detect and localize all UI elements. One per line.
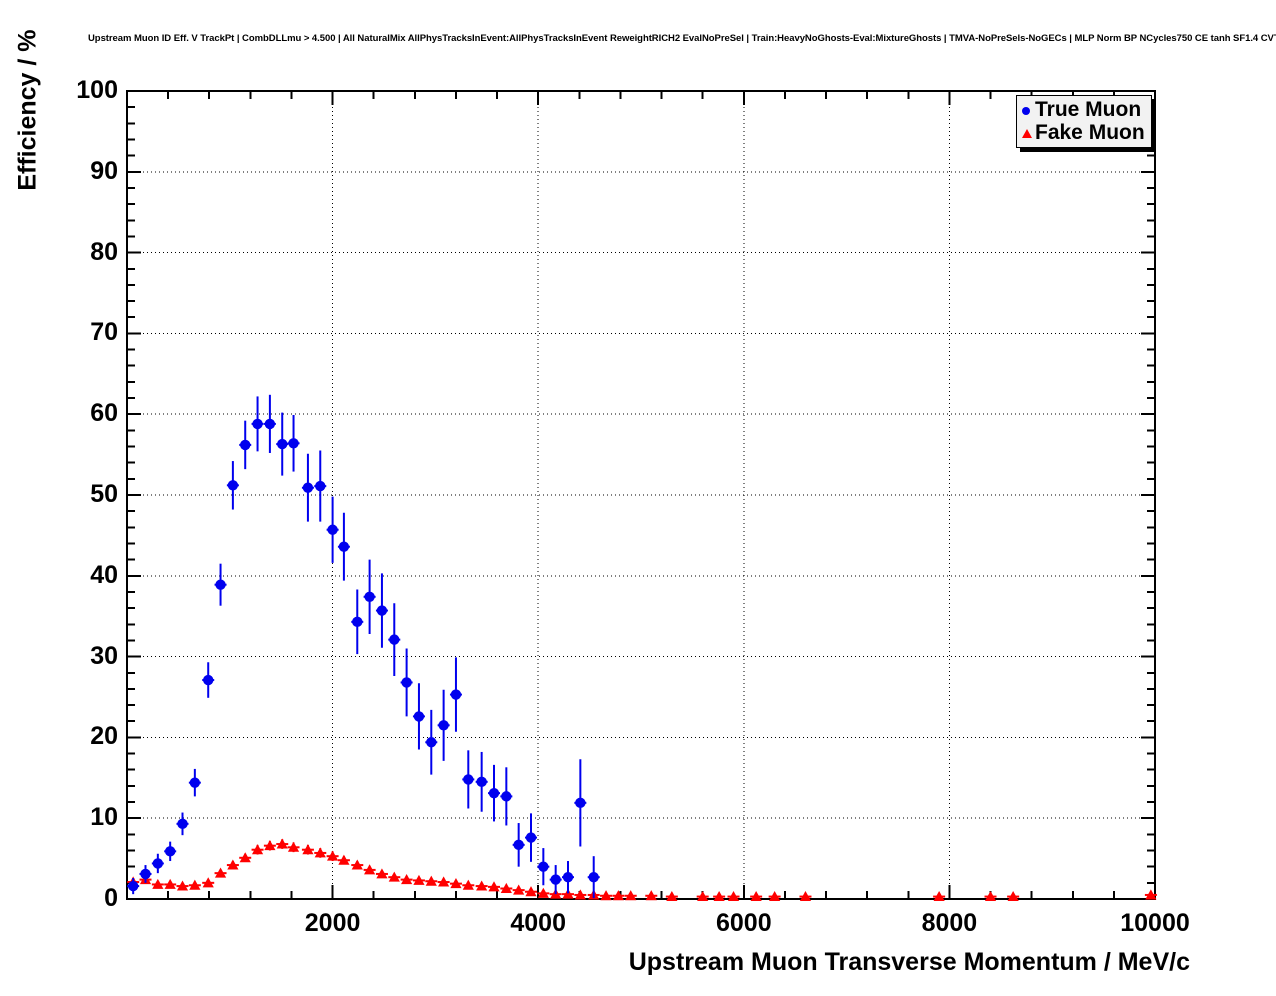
plot-title: Upstream Muon ID Eff. V TrackPt | CombDL…: [88, 33, 1276, 44]
y-axis-title: Efficiency / %: [13, 29, 42, 191]
x-tick-label: 6000: [715, 909, 772, 937]
legend-label-true-muon: True Muon: [1035, 98, 1142, 121]
red-triangle-marker-icon: [1020, 123, 1035, 143]
x-axis-title: Upstream Muon Transverse Momentum / MeV/…: [628, 948, 1190, 976]
y-tick-label: 20: [90, 722, 118, 751]
y-tick-label: 50: [90, 480, 118, 508]
y-tick-label: 0: [104, 884, 118, 912]
x-tick-label: 4000: [510, 909, 566, 937]
legend: True Muon Fake Muon: [1016, 95, 1152, 148]
x-tick-label: 2000: [304, 909, 361, 937]
y-tick-label: 90: [90, 156, 118, 185]
grid-lines: [127, 91, 1155, 899]
legend-label-fake-muon: Fake Muon: [1035, 121, 1145, 144]
y-tick-label: 80: [90, 237, 118, 266]
y-tick-label: 10: [90, 803, 118, 832]
y-tick-label: 70: [90, 318, 118, 347]
x-tick-label: 10000: [1120, 909, 1190, 937]
legend-entry-fake-muon: Fake Muon: [1020, 121, 1148, 144]
legend-entry-true-muon: True Muon: [1020, 98, 1148, 121]
y-tick-label: 100: [76, 76, 118, 104]
x-tick-label: 8000: [921, 909, 978, 937]
y-axis-tick-labels: 0 10 20 30 40 50 60 70 80 90 100: [52, 0, 118, 996]
series-fake-muon: [127, 838, 1157, 902]
y-tick-label: 60: [90, 399, 118, 428]
y-tick-label: 40: [90, 560, 118, 589]
y-tick-label: 30: [90, 641, 118, 670]
axis-ticks: [126, 90, 1156, 900]
blue-circle-marker-icon: [1020, 100, 1035, 120]
series-true-muon: [127, 394, 600, 899]
